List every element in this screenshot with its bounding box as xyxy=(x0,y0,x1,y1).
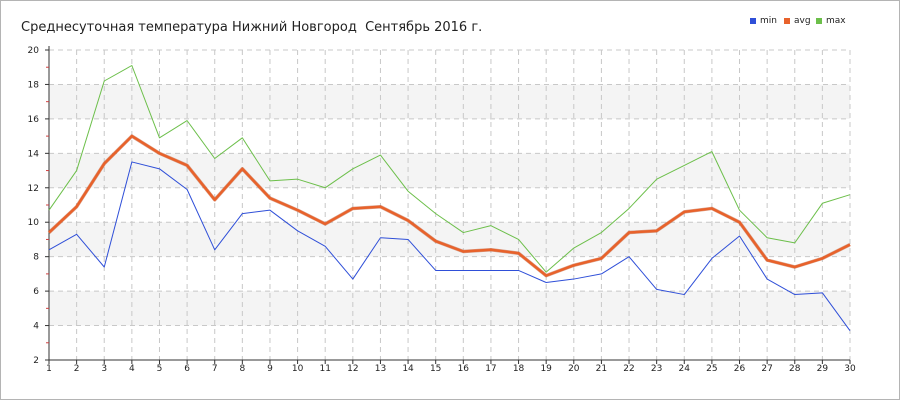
y-tick-label: 12 xyxy=(28,184,39,194)
x-tick-label: 3 xyxy=(101,364,107,374)
legend-label-avg: avg xyxy=(794,16,811,26)
x-tick-label: 2 xyxy=(74,364,80,374)
x-tick-label: 9 xyxy=(267,364,273,374)
x-tick-label: 20 xyxy=(568,364,580,374)
series-line-avg xyxy=(48,134,851,277)
x-tick-label: 30 xyxy=(844,364,856,374)
chart-title: Среднесуточная температура Нижний Новгор… xyxy=(21,20,483,35)
legend-label-min: min xyxy=(760,16,777,26)
x-tick-label: 1 xyxy=(46,364,52,374)
x-tick-label: 27 xyxy=(761,364,772,374)
y-tick-label: 10 xyxy=(28,218,40,228)
x-tick-label: 7 xyxy=(212,364,218,374)
x-tick-label: 14 xyxy=(402,364,414,374)
series-line-min xyxy=(48,161,851,332)
legend-label-max: max xyxy=(826,16,846,26)
y-tick-label: 2 xyxy=(33,356,39,366)
y-tick-label: 8 xyxy=(33,253,39,263)
grid-band xyxy=(49,84,850,119)
x-tick-label: 15 xyxy=(430,364,441,374)
y-tick-label: 16 xyxy=(28,115,40,125)
x-tick-label: 6 xyxy=(184,364,190,374)
grid-band xyxy=(49,153,850,188)
x-tick-label: 24 xyxy=(679,364,691,374)
x-tick-label: 23 xyxy=(651,364,662,374)
grid-band xyxy=(49,222,850,257)
x-tick-label: 17 xyxy=(485,364,496,374)
x-tick-label: 8 xyxy=(239,364,245,374)
x-tick-label: 16 xyxy=(458,364,470,374)
legend-swatch-avg xyxy=(784,18,790,24)
x-tick-label: 21 xyxy=(596,364,607,374)
y-tick-label: 4 xyxy=(33,322,39,332)
x-tick-label: 25 xyxy=(706,364,717,374)
y-tick-label: 6 xyxy=(33,287,39,297)
y-tick-label: 18 xyxy=(28,80,40,90)
x-tick-label: 22 xyxy=(623,364,634,374)
x-tick-label: 26 xyxy=(734,364,746,374)
x-tick-label: 29 xyxy=(817,364,829,374)
legend-swatch-min xyxy=(750,18,756,24)
y-tick-label: 14 xyxy=(28,149,40,159)
x-tick-label: 18 xyxy=(513,364,525,374)
grid-band xyxy=(49,291,850,326)
x-tick-label: 11 xyxy=(319,364,330,374)
x-tick-label: 28 xyxy=(789,364,801,374)
y-tick-label: 20 xyxy=(28,46,40,56)
legend-swatch-max xyxy=(816,18,822,24)
series-line-max xyxy=(48,65,851,273)
x-tick-label: 12 xyxy=(347,364,358,374)
x-tick-label: 10 xyxy=(292,364,304,374)
x-tick-label: 19 xyxy=(540,364,552,374)
x-tick-label: 4 xyxy=(129,364,135,374)
x-tick-label: 5 xyxy=(157,364,163,374)
x-tick-label: 13 xyxy=(375,364,386,374)
